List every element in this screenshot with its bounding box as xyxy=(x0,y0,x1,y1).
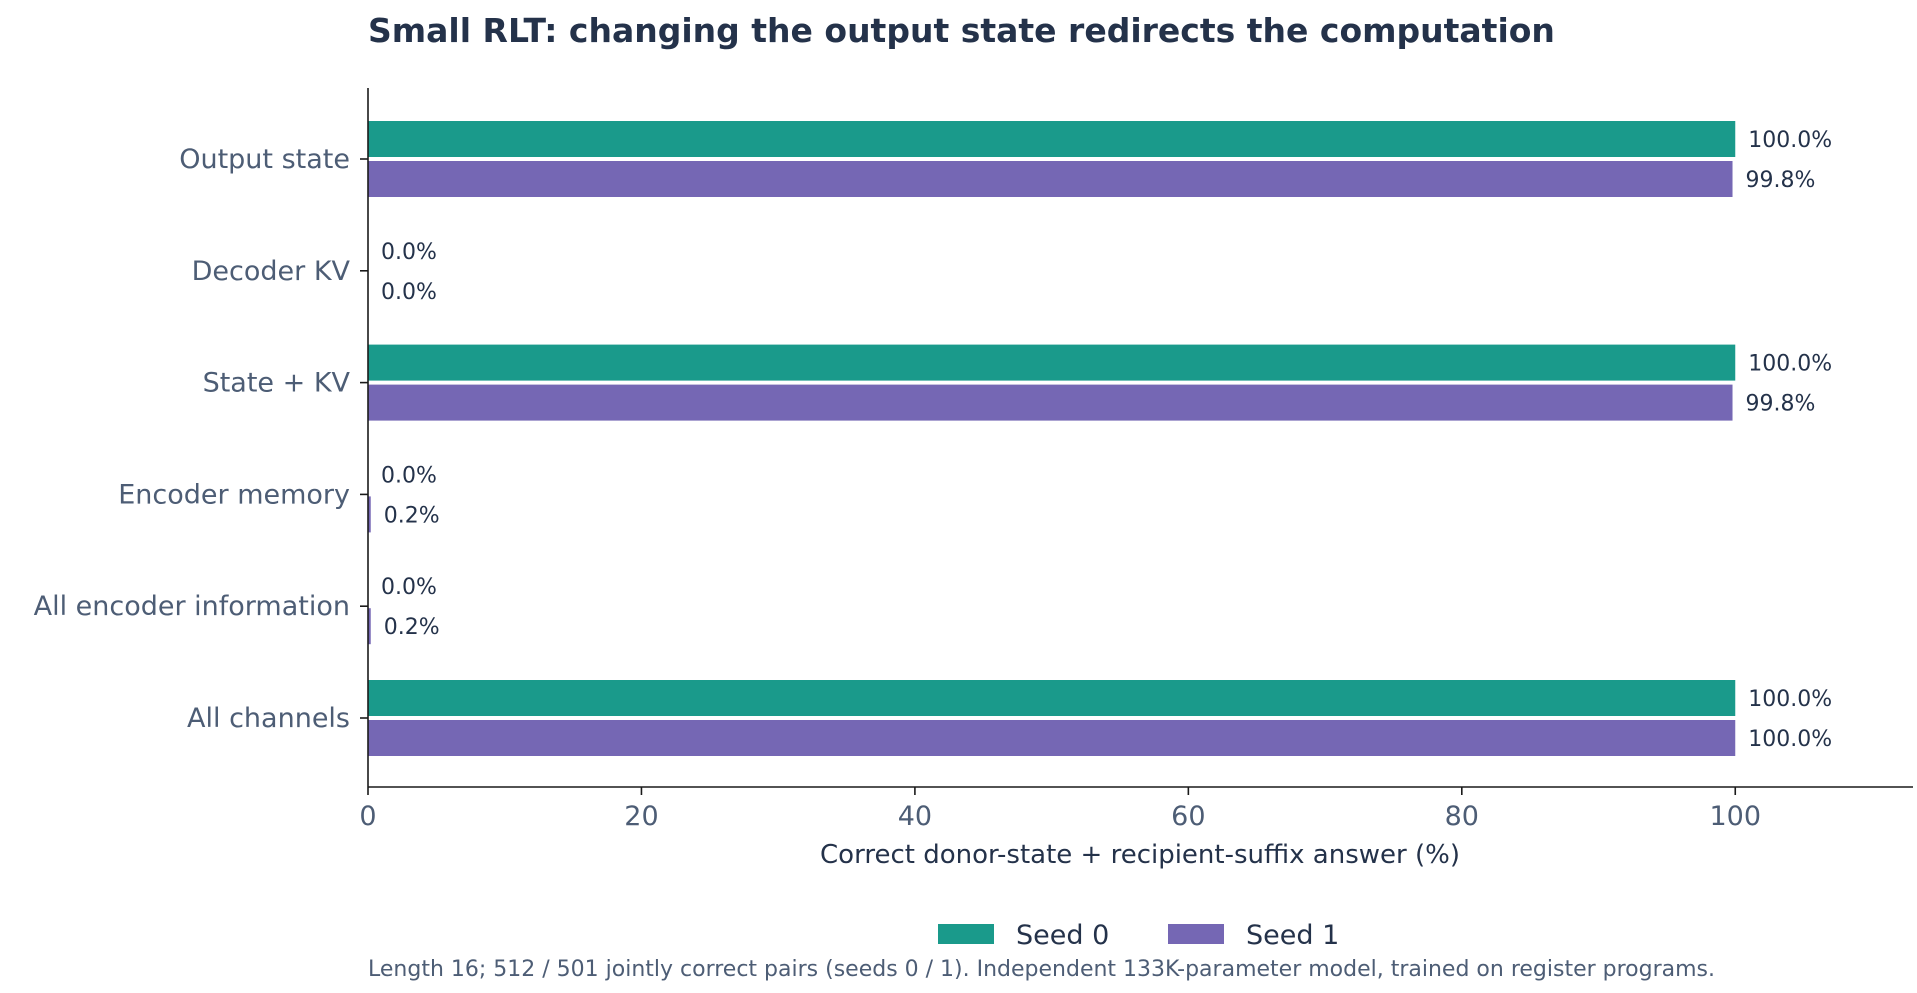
bars-layer: 100.0% 99.8% 0.0% 0.0% 100.0% 99.8% 0.0% 0.2% 0.… xyxy=(368,121,1832,756)
legend-label-seed-1: Seed 1 xyxy=(1246,920,1339,951)
category-label: State + KV xyxy=(203,368,351,399)
chart-title: Small RLT: changing the output state red… xyxy=(368,11,1555,50)
data-label: 0.0% xyxy=(381,463,437,488)
bar-seed-1 xyxy=(368,161,1733,197)
data-label: 100.0% xyxy=(1748,727,1832,752)
data-label: 100.0% xyxy=(1748,128,1832,153)
legend-swatch-seed-1 xyxy=(1168,924,1224,944)
bar-seed-1 xyxy=(368,496,371,533)
legend-swatch-seed-0 xyxy=(938,924,994,944)
category-label: All encoder information xyxy=(34,591,350,622)
category-label: Encoder memory xyxy=(118,479,350,510)
x-tick-label: 40 xyxy=(898,801,932,832)
bar-seed-1 xyxy=(368,608,371,645)
data-label: 0.0% xyxy=(381,240,437,265)
data-label: 100.0% xyxy=(1748,687,1832,712)
x-tick-label: 80 xyxy=(1445,801,1479,832)
data-label: 0.0% xyxy=(381,280,437,305)
footnote: Length 16; 512 / 501 jointly correct pai… xyxy=(368,957,1715,982)
legend: Seed 0 Seed 1 xyxy=(938,920,1339,951)
category-label: Output state xyxy=(179,144,350,175)
x-tick-label: 60 xyxy=(1171,801,1205,832)
data-label: 0.2% xyxy=(384,615,440,640)
bar-seed-0 xyxy=(368,344,1736,381)
axes-layer xyxy=(367,88,1913,788)
legend-label-seed-0: Seed 0 xyxy=(1016,920,1109,951)
bar-seed-0 xyxy=(368,680,1736,716)
x-tick-label: 0 xyxy=(359,801,376,832)
bar-seed-0 xyxy=(368,121,1736,157)
x-tick-label: 100 xyxy=(1709,801,1761,832)
data-label: 99.8% xyxy=(1746,392,1816,417)
data-label: 99.8% xyxy=(1746,168,1816,193)
data-label: 0.0% xyxy=(381,575,437,600)
ticks-layer: Output state Decoder KV State + KV Encoder … xyxy=(34,144,1761,832)
category-label: Decoder KV xyxy=(192,256,351,287)
bar-seed-1 xyxy=(368,720,1736,756)
data-label: 100.0% xyxy=(1748,352,1832,377)
data-label: 0.2% xyxy=(384,503,440,528)
x-axis-title: Correct donor-state + recipient-suffix a… xyxy=(820,840,1460,870)
category-label: All channels xyxy=(187,703,350,734)
bar-seed-1 xyxy=(368,384,1733,421)
x-tick-label: 20 xyxy=(624,801,658,832)
